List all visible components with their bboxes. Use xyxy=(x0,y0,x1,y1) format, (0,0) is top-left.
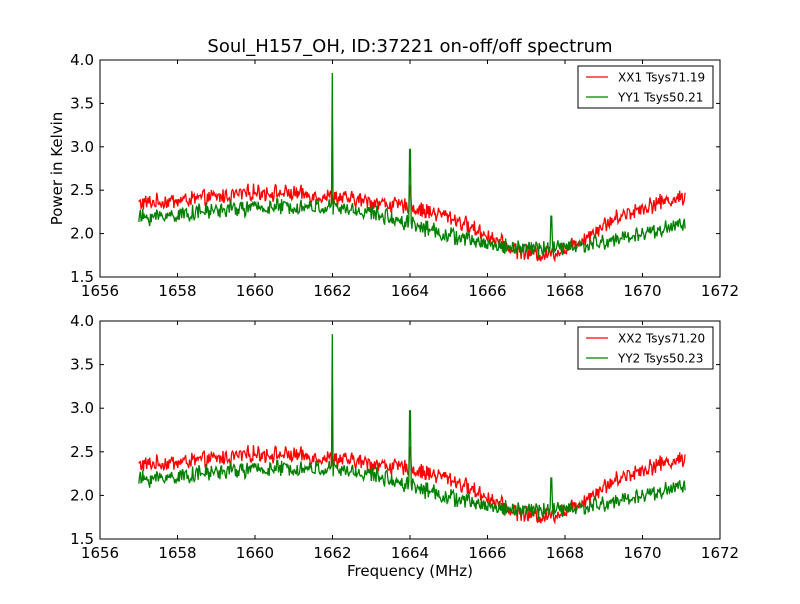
series-line-yy xyxy=(138,334,686,520)
x-tick-label: 1656 xyxy=(81,282,119,300)
y-tick-label: 2.0 xyxy=(70,486,94,504)
x-tick-label: 1658 xyxy=(158,544,196,562)
x-tick-label: 1660 xyxy=(236,544,274,562)
series-line-xx xyxy=(138,183,686,263)
y-tick-label: 1.5 xyxy=(70,530,94,548)
x-tick-label: 1664 xyxy=(391,282,429,300)
bottom-panel: 1656 1658 1660 1662 1664 1666 1668 1670 1672 1.5 2… xyxy=(70,312,739,562)
y-tick-label: 3.0 xyxy=(70,399,94,417)
legend-box xyxy=(577,65,714,109)
x-tick-label: 1656 xyxy=(81,544,119,562)
x-tick-label: 1670 xyxy=(623,282,661,300)
legend: XX1 Tsys71.19 YY1 Tsys50.21 xyxy=(577,65,714,109)
x-axis-label: Frequency (MHz) xyxy=(347,562,473,580)
x-tick-label: 1668 xyxy=(546,544,584,562)
legend-label: YY1 Tsys50.21 xyxy=(617,91,703,105)
y-tick-label: 3.5 xyxy=(70,356,94,374)
legend-label: XX2 Tsys71.20 xyxy=(618,332,705,346)
x-tick-label: 1670 xyxy=(623,544,661,562)
y-tick-label: 2.5 xyxy=(70,443,94,461)
y-tick-label: 4.0 xyxy=(70,51,94,69)
x-tick-label: 1664 xyxy=(391,544,429,562)
series-line-xx xyxy=(138,445,686,525)
x-tick-label: 1666 xyxy=(468,282,506,300)
x-tick-label: 1672 xyxy=(701,544,739,562)
x-tick-label: 1668 xyxy=(546,282,584,300)
x-tick-label: 1660 xyxy=(236,282,274,300)
y-tick-label: 3.0 xyxy=(70,138,94,156)
x-tick-label: 1672 xyxy=(701,282,739,300)
legend-label: XX1 Tsys71.19 xyxy=(618,71,705,85)
top-panel: 1656 1658 1660 1662 1664 1666 1668 1670 1672 1.5 2… xyxy=(70,51,739,300)
legend: XX2 Tsys71.20 YY2 Tsys50.23 xyxy=(577,326,714,370)
plot-area xyxy=(138,334,686,525)
legend-label: YY2 Tsys50.23 xyxy=(617,352,703,366)
figure-title: Soul_H157_OH, ID:37221 on-off/off spectr… xyxy=(207,36,612,57)
x-tick-label: 1666 xyxy=(468,544,506,562)
series-line-yy xyxy=(138,72,686,258)
plot-area xyxy=(138,72,686,263)
x-tick-label: 1658 xyxy=(158,282,196,300)
y-tick-label: 4.0 xyxy=(70,312,94,330)
y-tick-label: 3.5 xyxy=(70,94,94,112)
y-tick-label: 2.5 xyxy=(70,181,94,199)
x-tick-label: 1662 xyxy=(313,544,351,562)
y-axis-label: Power in Kelvin xyxy=(48,112,66,226)
legend-box xyxy=(577,326,714,370)
y-tick-label: 1.5 xyxy=(70,268,94,286)
y-tick-label: 2.0 xyxy=(70,225,94,243)
x-tick-label: 1662 xyxy=(313,282,351,300)
